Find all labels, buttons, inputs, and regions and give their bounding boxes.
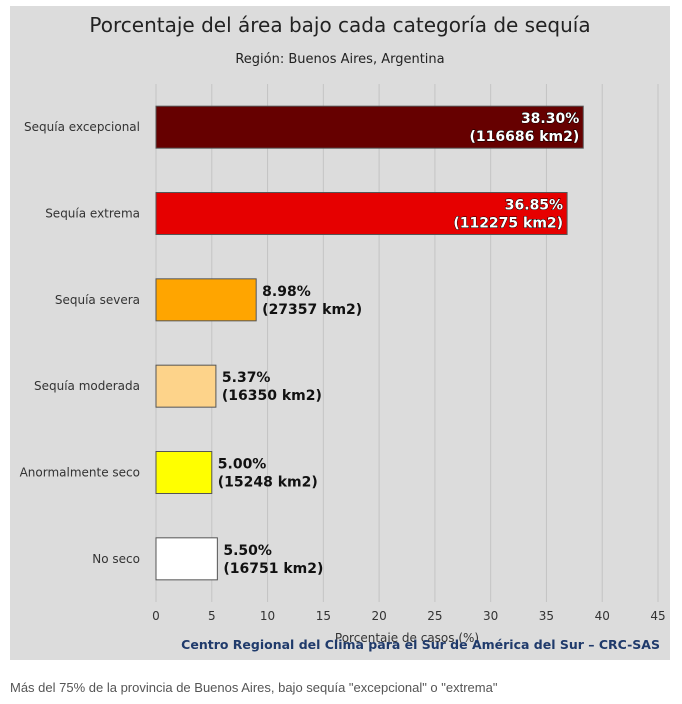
data-label-percent: 5.50%	[223, 543, 272, 559]
data-label-percent: 5.00%	[218, 457, 267, 473]
x-tick-label: 40	[595, 609, 610, 623]
x-tick-label: 45	[650, 609, 665, 623]
bars: Sequía excepcional 38.30% (116686 km2) Sequ…	[20, 105, 584, 581]
y-category-label: No seco	[92, 552, 140, 566]
data-label-percent: 36.85%	[505, 198, 563, 214]
data-label-area: (16751 km2)	[223, 561, 323, 577]
bar	[155, 192, 568, 235]
bar	[155, 451, 213, 494]
bar	[155, 105, 584, 149]
chart-title: Porcentaje del área bajo cada categoría …	[89, 13, 590, 37]
y-category-label: Anormalmente seco	[20, 466, 140, 480]
x-tick-label: 15	[316, 609, 331, 623]
y-category-label: Sequía excepcional	[24, 120, 140, 134]
grid-lines	[155, 84, 659, 602]
x-tick-label: 5	[208, 609, 216, 623]
data-label-area: (112275 km2)	[453, 216, 563, 232]
source-credit: Centro Regional del Clima para el Sur de…	[181, 637, 660, 652]
chart-panel: Porcentaje del área bajo cada categoría …	[10, 6, 670, 660]
chart-subtitle: Región: Buenos Aires, Argentina	[235, 52, 444, 67]
x-tick-label: 35	[539, 609, 554, 623]
x-tick-label: 25	[427, 609, 442, 623]
x-tick-label: 10	[260, 609, 275, 623]
x-axis-label: Porcentaje de casos (%)	[335, 631, 479, 645]
bar-chart: Porcentaje del área bajo cada categoría …	[20, 13, 666, 652]
data-label-area: (27357 km2)	[262, 302, 362, 318]
x-tick-label: 30	[483, 609, 498, 623]
data-label-percent: 5.37%	[222, 370, 271, 386]
x-tick-label: 20	[371, 609, 386, 623]
data-label-percent: 38.30%	[521, 111, 579, 127]
data-label-area: (15248 km2)	[218, 475, 318, 491]
bar	[155, 278, 257, 322]
figure-caption: Más del 75% de la provincia de Buenos Ai…	[10, 680, 498, 695]
y-category-label: Sequía extrema	[45, 207, 140, 221]
data-label-area: (116686 km2)	[469, 129, 579, 145]
bar	[155, 364, 217, 408]
y-category-label: Sequía severa	[55, 293, 140, 307]
data-label-percent: 8.98%	[262, 284, 311, 300]
y-category-label: Sequía moderada	[34, 379, 140, 393]
x-axis-ticks: 0 5 10 15 20 25 30 35 40 45	[152, 609, 665, 623]
bar	[155, 537, 218, 581]
x-tick-label: 0	[152, 609, 160, 623]
data-label-area: (16350 km2)	[222, 388, 322, 404]
